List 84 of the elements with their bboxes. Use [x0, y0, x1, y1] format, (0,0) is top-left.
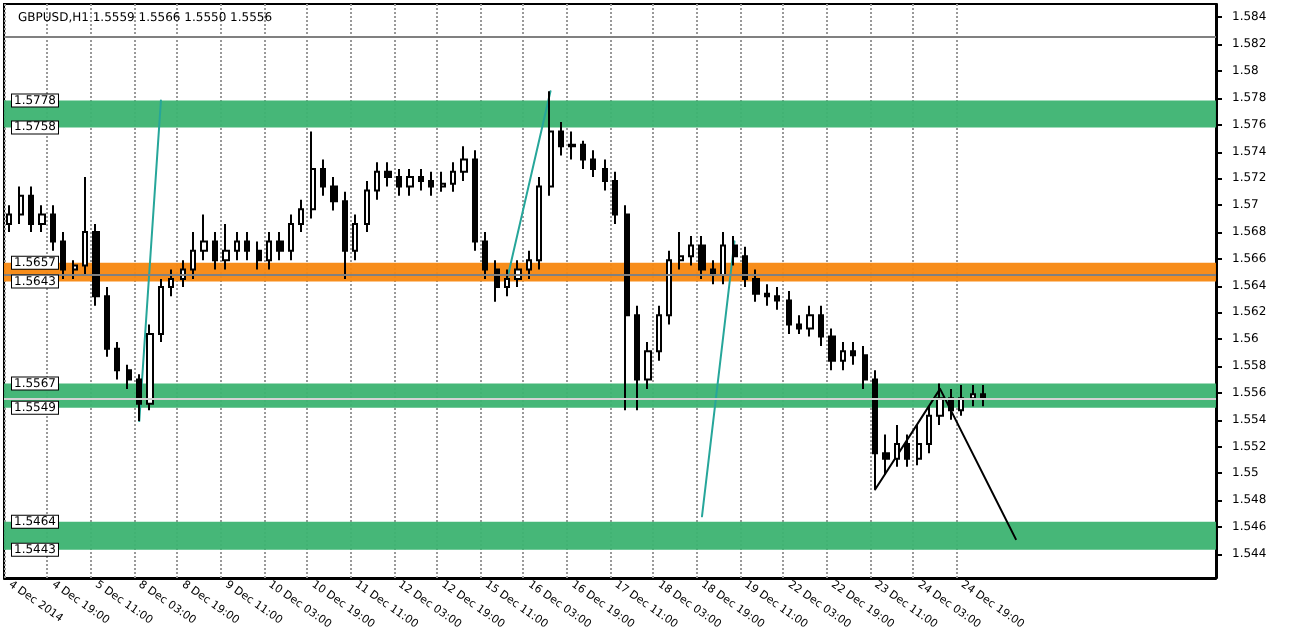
- candlestick: [158, 277, 164, 343]
- candlestick: [818, 304, 824, 347]
- candlestick: [840, 340, 846, 372]
- candlestick: [828, 327, 836, 372]
- candlestick: [904, 433, 910, 468]
- candlestick: [28, 185, 34, 233]
- candlestick: [764, 283, 770, 307]
- candlestick: [742, 245, 748, 288]
- candlestick: [18, 185, 24, 225]
- candlestick: [428, 170, 434, 197]
- candlestick: [590, 149, 596, 178]
- candlestick: [450, 161, 456, 193]
- candlestick: [806, 304, 814, 338]
- candlestick: [384, 161, 392, 188]
- candlestick: [916, 424, 922, 467]
- candlestick: [222, 222, 230, 271]
- candlestick: [526, 249, 532, 280]
- candlestick: [732, 235, 738, 267]
- candlestick: [342, 190, 348, 280]
- candlestick: [882, 433, 890, 476]
- candlestick: [38, 204, 46, 233]
- candlestick: [104, 285, 110, 358]
- candlestick: [266, 230, 272, 271]
- candlestick: [688, 235, 694, 267]
- candlestick: [786, 290, 792, 335]
- candlestick: [418, 167, 424, 192]
- candlestick: [580, 139, 586, 170]
- candlestick: [72, 259, 78, 280]
- candlestick: [862, 344, 868, 390]
- candlestick: [212, 230, 218, 271]
- candlestick: [678, 230, 684, 271]
- candlestick: [656, 304, 662, 362]
- candlestick: [276, 230, 284, 262]
- candlestick: [958, 383, 964, 417]
- candlestick: [406, 167, 414, 197]
- candlestick: [330, 176, 338, 212]
- candlestick: [612, 170, 618, 225]
- candlestick: [234, 230, 240, 262]
- candlestick: [548, 90, 554, 197]
- candlestick: [926, 405, 932, 455]
- candlestick: [146, 323, 154, 412]
- candlestick: [568, 130, 576, 161]
- candlestick: [244, 230, 250, 262]
- candlestick: [200, 213, 208, 262]
- candlestick: [136, 373, 142, 423]
- candlestick: [698, 235, 706, 280]
- candlestick: [92, 222, 100, 307]
- candlestick: [720, 230, 726, 286]
- candlestick: [558, 121, 564, 157]
- candlestick: [624, 204, 630, 412]
- candlestick: [352, 213, 358, 262]
- candlestick: [114, 340, 120, 381]
- candlestick: [374, 161, 380, 201]
- candlestick: [256, 240, 262, 271]
- candlestick: [894, 424, 900, 468]
- candlestick: [482, 230, 488, 280]
- candlestick: [288, 213, 294, 262]
- candlestick: [364, 180, 370, 233]
- candlestick: [504, 268, 510, 298]
- candlestick: [752, 268, 760, 303]
- candlestick: [634, 304, 640, 412]
- candlestick: [396, 167, 402, 197]
- candlestick: [82, 176, 88, 276]
- candlestick: [460, 145, 468, 183]
- candlestick: [494, 259, 500, 303]
- candlestick: [710, 259, 716, 286]
- candlestick: [440, 170, 446, 193]
- candlestick: [970, 383, 976, 408]
- candlestick: [298, 198, 304, 233]
- candlestick: [774, 285, 780, 311]
- candlestick: [666, 249, 672, 326]
- candlestick: [190, 230, 196, 280]
- candlestick: [472, 149, 478, 252]
- candlestick: [644, 340, 652, 390]
- candlestick: [168, 268, 174, 298]
- candlestick: [850, 340, 856, 366]
- candlestick: [310, 130, 316, 220]
- candlestick: [126, 363, 132, 390]
- candlestick: [602, 158, 608, 192]
- candlestick: [50, 204, 56, 252]
- candlestick: [980, 383, 986, 408]
- candlestick: [796, 314, 802, 335]
- candlestick: [536, 176, 542, 271]
- candlestick: [320, 158, 326, 197]
